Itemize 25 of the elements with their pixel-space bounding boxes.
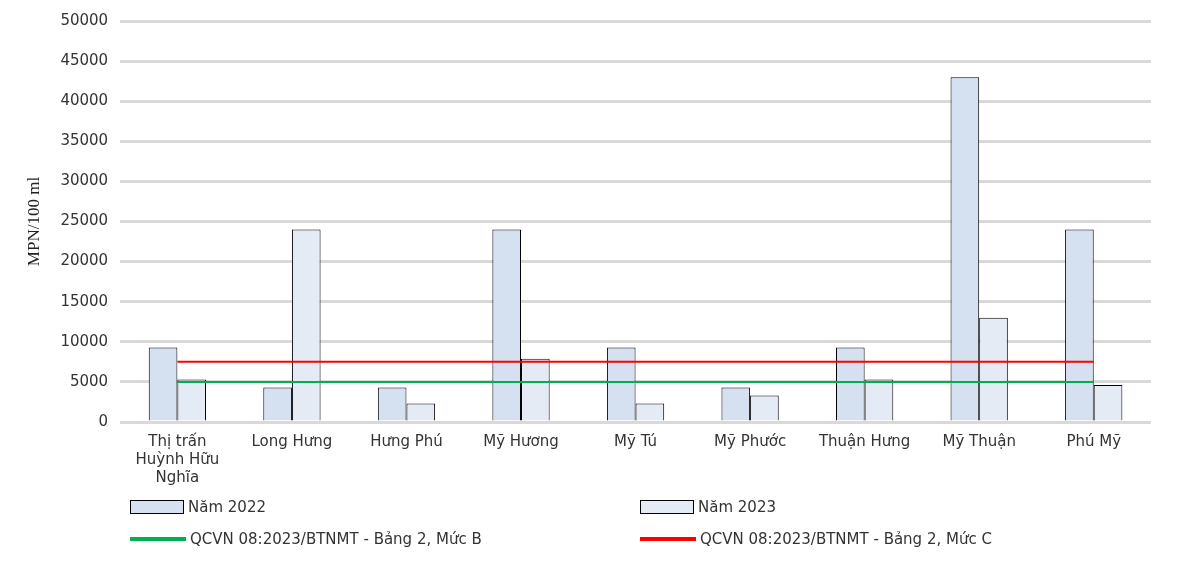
x-tick-label: Mỹ Thuận bbox=[942, 431, 1016, 450]
y-axis-title: MPN/100 ml bbox=[23, 176, 43, 267]
legend-label: Năm 2023 bbox=[698, 498, 776, 516]
y-tick-label: 45000 bbox=[60, 50, 109, 69]
y-tick-label: 35000 bbox=[60, 131, 109, 150]
legend-label: QCVN 08:2023/BTNMT - Bảng 2, Mức C bbox=[700, 530, 992, 548]
legend-label: Năm 2022 bbox=[188, 498, 266, 516]
x-tick-label: Thị trấn Huỳnh Hữu Nghĩa bbox=[135, 431, 220, 486]
y-tick-label: 40000 bbox=[60, 91, 109, 110]
y-tick-label: 50000 bbox=[60, 10, 109, 29]
y-tick-label: 25000 bbox=[60, 211, 109, 230]
x-tick-label: Phú Mỹ bbox=[1066, 431, 1122, 450]
y-tick-label: 5000 bbox=[69, 371, 109, 390]
x-tick-label: Long Hưng bbox=[251, 431, 333, 450]
y-tick-label: 15000 bbox=[60, 291, 109, 310]
y-tick-label: 0 bbox=[98, 411, 109, 430]
legend-label: QCVN 08:2023/BTNMT - Bảng 2, Mức B bbox=[190, 530, 482, 548]
x-tick-label: Mỹ Hương bbox=[483, 431, 559, 450]
y-tick-label: 10000 bbox=[60, 331, 109, 350]
x-tick-label: Hưng Phú bbox=[370, 431, 443, 450]
y-tick-label: 20000 bbox=[60, 251, 109, 270]
x-tick-label: Mỹ Phước bbox=[714, 431, 787, 450]
y-tick-label: 30000 bbox=[60, 171, 109, 190]
x-tick-label: Mỹ Tú bbox=[614, 431, 658, 450]
x-tick-label: Thuận Hưng bbox=[817, 431, 911, 450]
